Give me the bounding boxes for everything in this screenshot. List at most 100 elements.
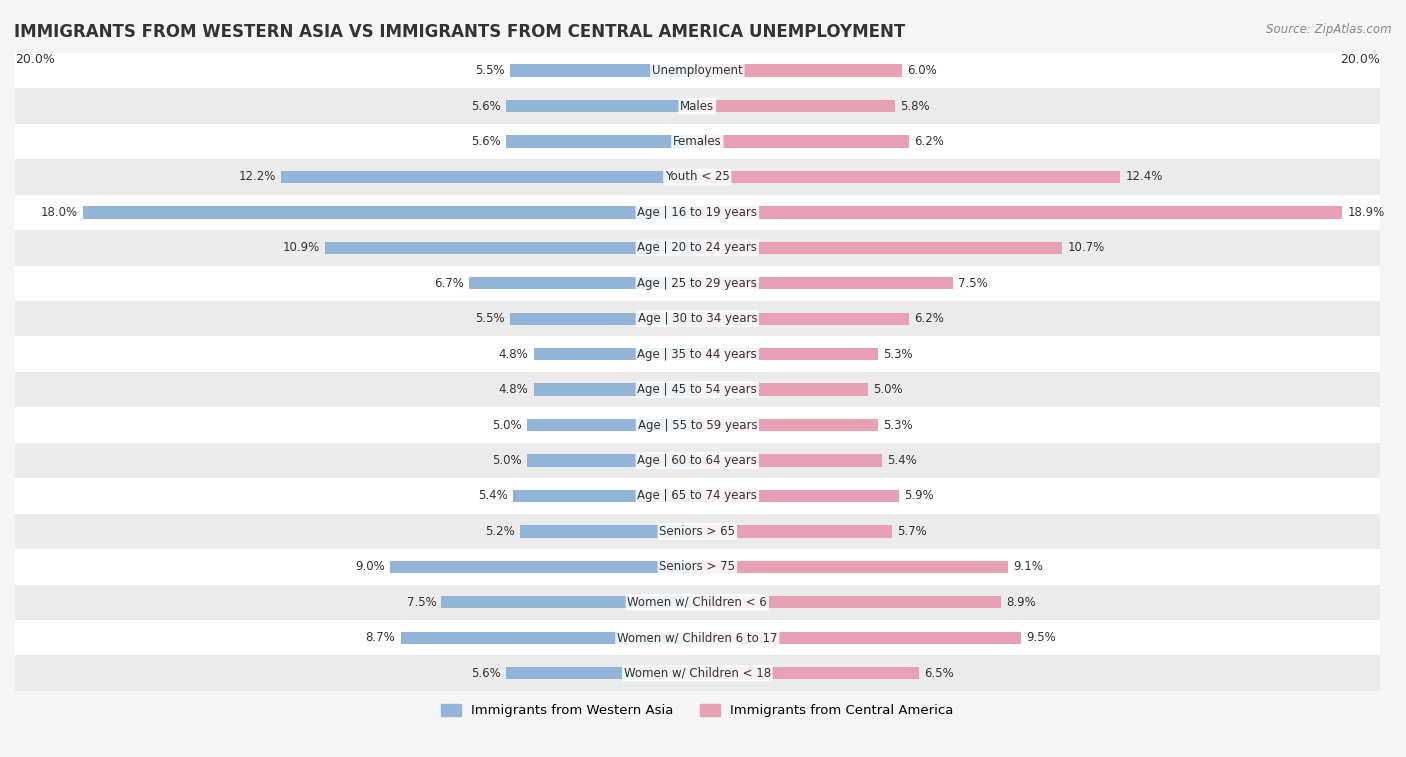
- Text: 9.0%: 9.0%: [356, 560, 385, 573]
- Bar: [533, 348, 697, 360]
- Bar: [15, 549, 1379, 584]
- Text: 7.5%: 7.5%: [406, 596, 436, 609]
- Bar: [697, 525, 891, 537]
- Bar: [697, 136, 908, 148]
- Bar: [391, 561, 697, 573]
- Text: 5.0%: 5.0%: [492, 419, 522, 431]
- Bar: [15, 372, 1379, 407]
- Bar: [697, 348, 879, 360]
- Bar: [401, 631, 697, 644]
- Text: 18.0%: 18.0%: [41, 206, 79, 219]
- Bar: [15, 656, 1379, 691]
- Bar: [15, 159, 1379, 195]
- Text: 5.8%: 5.8%: [900, 99, 929, 113]
- Text: 6.5%: 6.5%: [924, 667, 953, 680]
- Bar: [697, 667, 920, 679]
- Text: 5.0%: 5.0%: [492, 454, 522, 467]
- Bar: [83, 206, 697, 219]
- Bar: [281, 171, 697, 183]
- Bar: [510, 64, 697, 76]
- Bar: [513, 490, 697, 502]
- Text: Age | 45 to 54 years: Age | 45 to 54 years: [637, 383, 758, 396]
- Bar: [510, 313, 697, 325]
- Text: 5.4%: 5.4%: [478, 490, 508, 503]
- Bar: [15, 620, 1379, 656]
- Text: 5.7%: 5.7%: [897, 525, 927, 538]
- Text: Age | 60 to 64 years: Age | 60 to 64 years: [637, 454, 758, 467]
- Text: 10.7%: 10.7%: [1067, 241, 1105, 254]
- Text: Age | 20 to 24 years: Age | 20 to 24 years: [637, 241, 758, 254]
- Bar: [527, 419, 697, 431]
- Text: 8.7%: 8.7%: [366, 631, 395, 644]
- Text: 5.6%: 5.6%: [471, 135, 501, 148]
- Bar: [506, 100, 697, 112]
- Text: Unemployment: Unemployment: [652, 64, 742, 77]
- Legend: Immigrants from Western Asia, Immigrants from Central America: Immigrants from Western Asia, Immigrants…: [436, 699, 959, 723]
- Bar: [697, 206, 1343, 219]
- Text: 12.2%: 12.2%: [239, 170, 276, 183]
- Bar: [15, 195, 1379, 230]
- Text: Age | 25 to 29 years: Age | 25 to 29 years: [637, 277, 758, 290]
- Bar: [697, 631, 1021, 644]
- Text: 5.3%: 5.3%: [883, 419, 912, 431]
- Bar: [15, 584, 1379, 620]
- Bar: [697, 490, 898, 502]
- Bar: [468, 277, 697, 289]
- Text: 8.9%: 8.9%: [1007, 596, 1036, 609]
- Bar: [697, 561, 1008, 573]
- Text: 4.8%: 4.8%: [499, 383, 529, 396]
- Text: Source: ZipAtlas.com: Source: ZipAtlas.com: [1267, 23, 1392, 36]
- Text: 5.5%: 5.5%: [475, 64, 505, 77]
- Bar: [506, 136, 697, 148]
- Text: 20.0%: 20.0%: [1340, 53, 1379, 66]
- Bar: [15, 53, 1379, 89]
- Text: 20.0%: 20.0%: [15, 53, 55, 66]
- Text: IMMIGRANTS FROM WESTERN ASIA VS IMMIGRANTS FROM CENTRAL AMERICA UNEMPLOYMENT: IMMIGRANTS FROM WESTERN ASIA VS IMMIGRAN…: [14, 23, 905, 41]
- Text: Age | 30 to 34 years: Age | 30 to 34 years: [637, 312, 756, 326]
- Bar: [697, 313, 908, 325]
- Text: Age | 16 to 19 years: Age | 16 to 19 years: [637, 206, 758, 219]
- Text: 6.7%: 6.7%: [433, 277, 464, 290]
- Bar: [15, 266, 1379, 301]
- Bar: [697, 241, 1063, 254]
- Text: 12.4%: 12.4%: [1125, 170, 1163, 183]
- Text: Age | 35 to 44 years: Age | 35 to 44 years: [637, 347, 758, 360]
- Text: 6.2%: 6.2%: [914, 135, 943, 148]
- Text: 7.5%: 7.5%: [959, 277, 988, 290]
- Text: Seniors > 75: Seniors > 75: [659, 560, 735, 573]
- Bar: [15, 230, 1379, 266]
- Bar: [506, 667, 697, 679]
- Text: 18.9%: 18.9%: [1347, 206, 1385, 219]
- Bar: [520, 525, 697, 537]
- Bar: [15, 89, 1379, 123]
- Text: 5.4%: 5.4%: [887, 454, 917, 467]
- Bar: [15, 301, 1379, 336]
- Text: 4.8%: 4.8%: [499, 347, 529, 360]
- Text: Males: Males: [681, 99, 714, 113]
- Text: 9.1%: 9.1%: [1012, 560, 1043, 573]
- Text: 9.5%: 9.5%: [1026, 631, 1056, 644]
- Text: 6.0%: 6.0%: [907, 64, 936, 77]
- Bar: [15, 514, 1379, 549]
- Text: 5.0%: 5.0%: [873, 383, 903, 396]
- Text: Women w/ Children < 6: Women w/ Children < 6: [627, 596, 768, 609]
- Bar: [533, 383, 697, 396]
- Text: 5.9%: 5.9%: [904, 490, 934, 503]
- Bar: [697, 64, 903, 76]
- Bar: [697, 419, 879, 431]
- Text: Age | 55 to 59 years: Age | 55 to 59 years: [637, 419, 756, 431]
- Text: 5.5%: 5.5%: [475, 312, 505, 326]
- Bar: [15, 336, 1379, 372]
- Text: 6.2%: 6.2%: [914, 312, 943, 326]
- Text: 5.2%: 5.2%: [485, 525, 515, 538]
- Bar: [325, 241, 697, 254]
- Text: Females: Females: [673, 135, 721, 148]
- Bar: [15, 407, 1379, 443]
- Bar: [697, 383, 868, 396]
- Bar: [697, 596, 1001, 609]
- Bar: [697, 171, 1121, 183]
- Text: Women w/ Children 6 to 17: Women w/ Children 6 to 17: [617, 631, 778, 644]
- Text: 5.6%: 5.6%: [471, 99, 501, 113]
- Text: 5.6%: 5.6%: [471, 667, 501, 680]
- Text: 5.3%: 5.3%: [883, 347, 912, 360]
